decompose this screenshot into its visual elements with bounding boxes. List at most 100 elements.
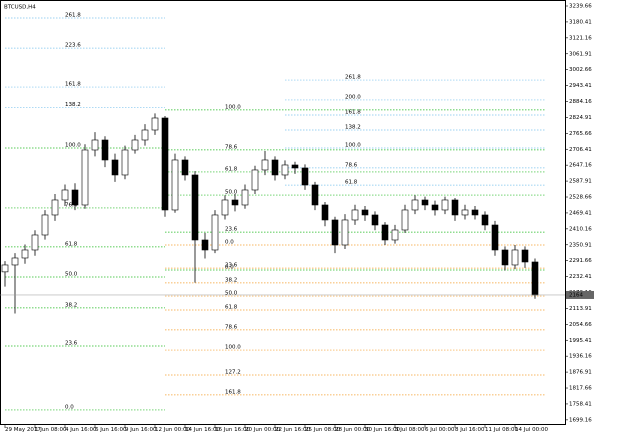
candle-body: [461, 209, 469, 216]
y-tick-label: 2291.66: [569, 258, 592, 264]
fib-label: 61.8: [225, 305, 238, 311]
candle-body: [521, 249, 529, 263]
chart-title: BTCUSD,H4: [4, 5, 36, 11]
candle-body: [21, 249, 29, 259]
x-tick-label: 29 May 2017: [5, 427, 41, 433]
fib-label: 161.8: [65, 82, 81, 88]
fib-label: 50.0: [225, 190, 238, 196]
y-tick-label: 2765.66: [569, 131, 592, 137]
candle-body: [41, 214, 49, 236]
x-tick-label: 14 Jun 16:00: [185, 427, 220, 433]
y-tick-label: 2884.16: [569, 99, 592, 105]
y-tick-label: 1699.16: [569, 417, 592, 423]
candle-body: [271, 159, 279, 176]
fib-label: 0.0: [225, 264, 234, 270]
candle-body: [231, 199, 239, 206]
fib-label: 78.6: [345, 162, 358, 168]
fib-label: 261.8: [65, 12, 81, 18]
candle-body: [511, 249, 519, 266]
candle-body: [131, 139, 139, 151]
candle-body: [241, 189, 249, 206]
candle-body: [311, 184, 319, 206]
y-tick-label: 3002.66: [569, 67, 592, 73]
candle-body: [261, 159, 269, 171]
candle-body: [371, 214, 379, 226]
candle-body: [431, 204, 439, 211]
fib-label: 223.6: [65, 43, 81, 49]
y-tick-label: 1936.16: [569, 354, 592, 360]
candle-body: [251, 169, 259, 191]
candle-body: [61, 189, 69, 201]
fib-label: 23.6: [225, 263, 238, 269]
candle-body: [481, 214, 489, 226]
last-price-box: [566, 290, 594, 299]
y-tick-label: 2647.16: [569, 163, 592, 169]
x-tick-label: 6 Jul 00:00: [425, 427, 455, 433]
fib-label: 161.8: [345, 109, 361, 115]
candle-body: [31, 234, 39, 251]
candle-body: [71, 189, 79, 206]
fib-label: 78.6: [225, 144, 238, 150]
x-tick-label: 3 Jul 08:00: [395, 427, 425, 433]
y-tick-label: 2410.16: [569, 226, 592, 232]
candle-body: [101, 139, 109, 161]
candle-body: [81, 149, 89, 206]
candle-body: [411, 199, 419, 211]
candle-body: [421, 199, 429, 206]
y-tick-label: 2054.66: [569, 322, 592, 328]
candle-body: [341, 219, 349, 246]
fib-label: 78.6: [225, 324, 238, 330]
candle-body: [291, 164, 299, 169]
fib-label: 61.8: [65, 241, 78, 247]
candle-body: [441, 199, 449, 211]
y-tick-label: 1876.91: [569, 370, 592, 376]
candle-body: [331, 219, 339, 246]
x-tick-label: 16 Jun 16:00: [215, 427, 250, 433]
candle-body: [191, 174, 199, 241]
candle-body: [201, 239, 209, 251]
fib-label: 50.0: [225, 291, 238, 297]
candle-body: [451, 199, 459, 216]
y-tick-label: 3061.91: [569, 51, 592, 57]
candle-body: [491, 224, 499, 251]
x-tick-label: 30 Jun 16:00: [365, 427, 400, 433]
candle-body: [391, 229, 399, 241]
fib-label: 100.0: [345, 143, 361, 149]
candle-body: [321, 204, 329, 221]
y-tick-label: 1995.41: [569, 338, 592, 344]
y-tick-label: 2350.91: [569, 242, 592, 248]
fib-label: 76.4: [65, 202, 78, 208]
fib-label: 23.6: [65, 341, 78, 347]
fib-label: 50.0: [65, 271, 78, 277]
fib-label: 200.0: [345, 94, 361, 100]
fib-label: 138.2: [345, 125, 361, 131]
candle-body: [91, 139, 99, 151]
y-tick-label: 1758.41: [569, 401, 592, 407]
x-tick-label: 25 Jun 08:00: [305, 427, 340, 433]
candle-body: [501, 249, 509, 266]
candle-body: [151, 117, 159, 131]
y-tick-label: 1817.66: [569, 386, 592, 392]
fib-label: 127.2: [225, 370, 241, 376]
fib-label: 138.2: [65, 102, 81, 108]
y-tick-label: 2232.41: [569, 274, 592, 280]
fib-label: 100.0: [225, 104, 241, 110]
candle-body: [351, 209, 359, 221]
candle-body: [301, 167, 309, 186]
fib-label: 38.2: [225, 277, 237, 283]
candle-body: [141, 129, 149, 141]
candle-body: [1, 264, 9, 273]
y-tick-label: 3180.41: [569, 19, 592, 25]
x-tick-label: 4 Jun 16:00: [65, 427, 97, 433]
x-tick-label: 6 Jun 16:00: [95, 427, 127, 433]
y-tick-label: 2587.91: [569, 179, 592, 185]
last-price-label: 2164: [569, 292, 583, 298]
fib-label: 61.8: [225, 166, 238, 172]
y-tick-label: 2824.91: [569, 115, 592, 121]
y-tick-label: 2113.91: [569, 306, 592, 312]
fib-label: 38.2: [65, 302, 77, 308]
fib-label: 100.0: [225, 345, 241, 351]
fib-label: 100.0: [65, 143, 81, 149]
y-tick-label: 2528.66: [569, 195, 592, 201]
